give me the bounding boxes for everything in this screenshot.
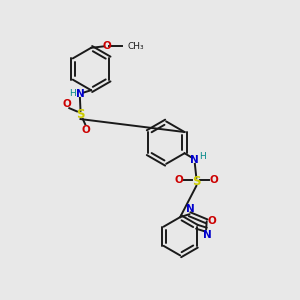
Text: S: S <box>76 109 85 122</box>
Text: N: N <box>190 155 199 165</box>
Text: O: O <box>208 216 216 226</box>
Text: O: O <box>81 125 90 135</box>
Text: O: O <box>174 175 183 185</box>
Text: O: O <box>210 175 218 185</box>
Text: N: N <box>203 230 212 240</box>
Text: H: H <box>69 89 76 98</box>
Text: H: H <box>200 152 206 161</box>
Text: O: O <box>62 99 71 110</box>
Text: S: S <box>192 175 201 188</box>
Text: N: N <box>186 204 195 214</box>
Text: CH₃: CH₃ <box>128 42 144 51</box>
Text: O: O <box>102 41 111 51</box>
Text: N: N <box>76 89 84 99</box>
